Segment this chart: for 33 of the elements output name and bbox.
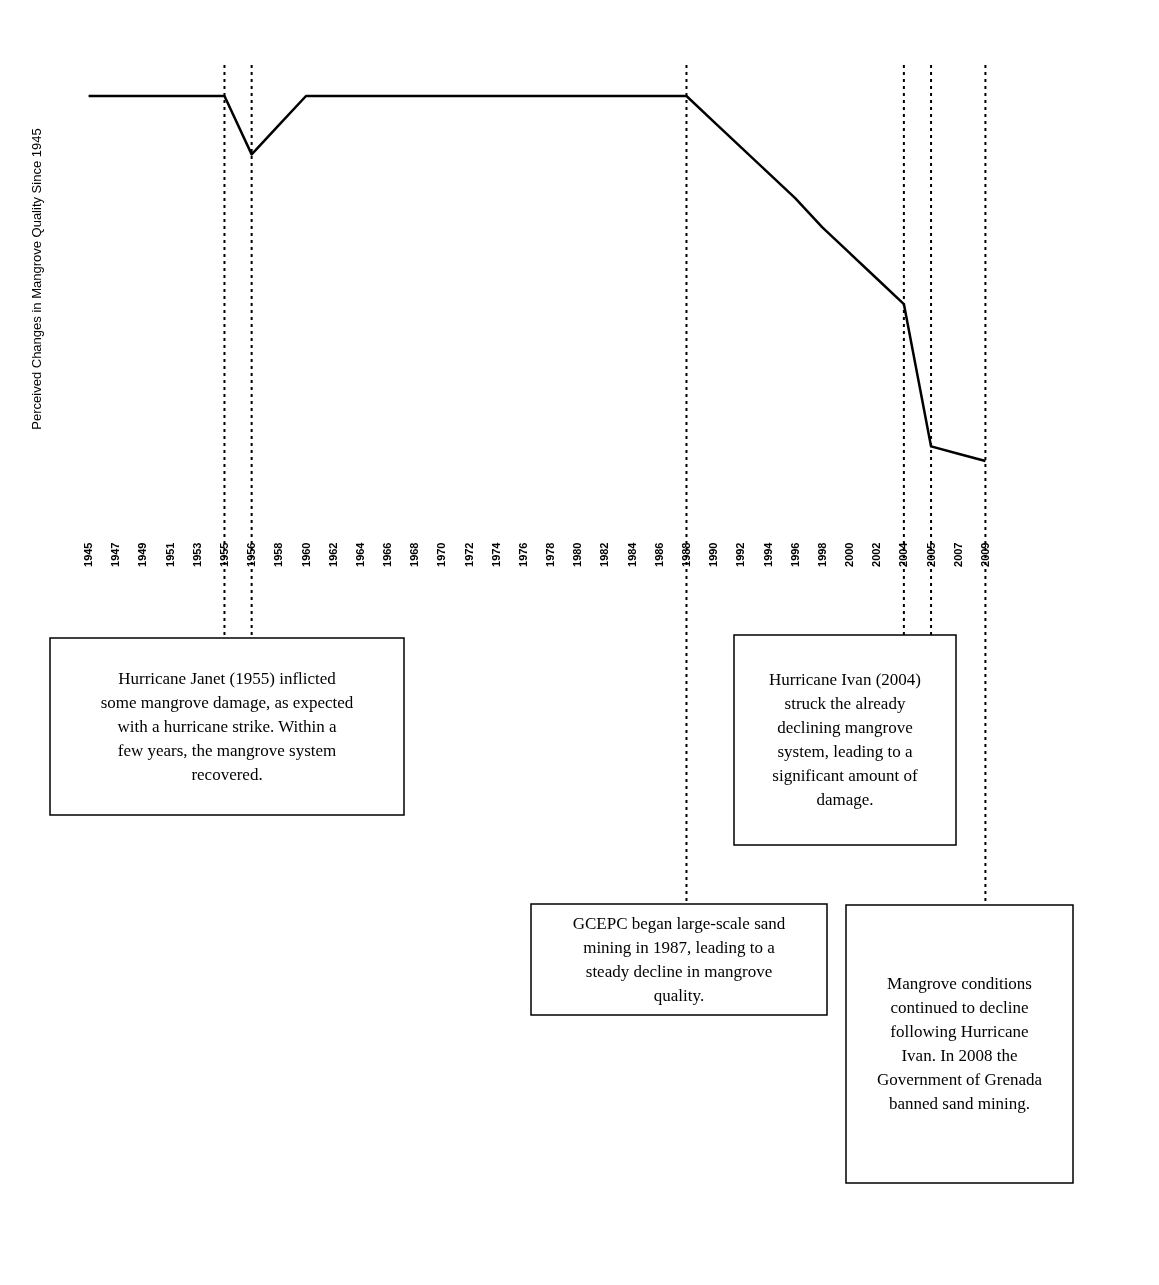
text: Hurricane Ivan (2004) struck the already declining mangrove system, leading to a significant amount of damage. xyxy=(769,670,921,809)
x-tick-label: 1949 xyxy=(136,542,149,567)
x-tick-label: 1960 xyxy=(299,542,312,567)
x-tick-label: 1984 xyxy=(625,541,638,567)
x-tick-label: 1962 xyxy=(326,542,339,567)
x-tick-label: 2002 xyxy=(870,542,883,567)
y-axis-title: Perceived Changes in Mangrove Quality Since 1945 xyxy=(28,128,44,430)
x-tick-label: 1982 xyxy=(598,542,611,567)
x-tick-label: 1953 xyxy=(190,542,203,567)
x-tick-label: 1972 xyxy=(462,542,475,567)
x-tick-label: 2000 xyxy=(843,542,856,567)
text: Hurricane Janet (1955) inflicted some mangrove damage, as expected with a hurricane strike. Within a few years, the mangrove system recovered. xyxy=(100,668,354,784)
x-tick-label: 1970 xyxy=(435,542,448,567)
x-tick-label: 1964 xyxy=(353,541,366,567)
x-tick-label: 1976 xyxy=(516,542,529,567)
x-tick-label: 1958 xyxy=(272,542,285,567)
x-tick-label: 1990 xyxy=(707,542,720,567)
x-tick-label: 1978 xyxy=(544,542,557,567)
x-tick-label: 1996 xyxy=(788,542,801,567)
x-tick-label: 1980 xyxy=(571,542,584,567)
text: Mangrove conditions continued to decline following Hurricane Ivan. In 2008 the Government of Grenada banned sand mining. xyxy=(876,974,1043,1113)
x-tick-label: 2007 xyxy=(951,542,964,567)
x-tick-label: 1968 xyxy=(408,542,421,567)
x-tick-label: 1986 xyxy=(652,542,665,567)
x-tick-label: 1945 xyxy=(82,542,95,567)
text: GCEPC began large-scale sand mining in 1987, leading to a steady decline in mangrove quality. xyxy=(572,913,786,1005)
x-tick-label: 1974 xyxy=(489,541,502,567)
x-tick-label: 1994 xyxy=(761,541,774,567)
x-tick-label: 1951 xyxy=(163,542,176,567)
x-tick-label: 1998 xyxy=(815,542,828,567)
x-tick-label: 1947 xyxy=(109,542,122,567)
x-tick-label: 1992 xyxy=(734,542,747,567)
x-tick-label: 1966 xyxy=(381,542,394,567)
